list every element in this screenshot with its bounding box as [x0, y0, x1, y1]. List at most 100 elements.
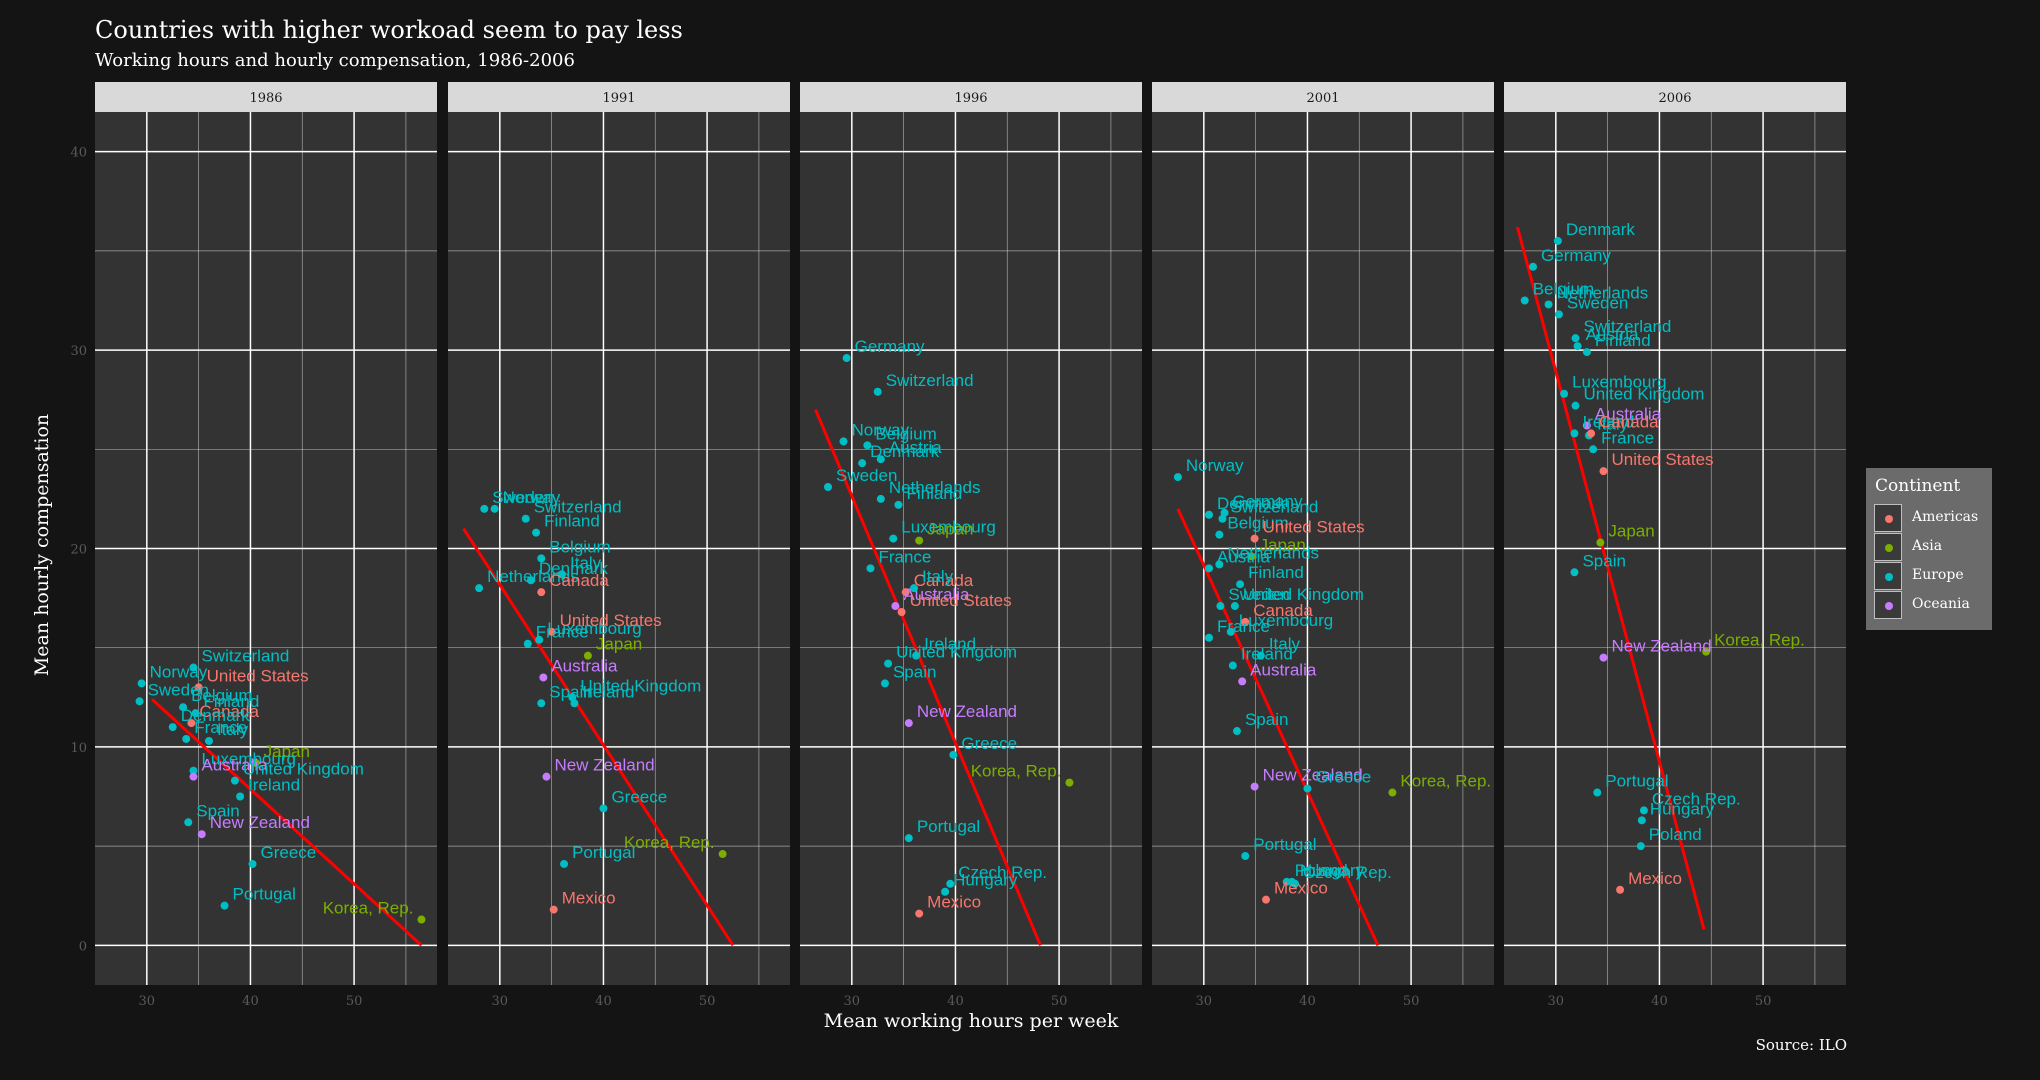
facet-strip-label: 2006	[1658, 91, 1691, 106]
data-point	[1216, 602, 1225, 611]
data-point	[560, 859, 569, 868]
country-label: Switzerland	[201, 647, 289, 666]
trend-line	[814, 409, 1042, 946]
data-point	[1228, 661, 1237, 670]
country-label: Hungary	[1300, 861, 1365, 880]
country-label: France	[194, 718, 247, 737]
country-label: Denmark	[870, 442, 939, 461]
country-label: Australia	[1250, 660, 1317, 679]
data-point	[915, 536, 924, 545]
country-label: Australia	[201, 756, 268, 775]
country-label: Luxembourg	[1239, 611, 1334, 630]
data-point	[1571, 334, 1580, 343]
data-point	[823, 482, 832, 491]
country-label: Canada	[914, 571, 974, 590]
data-point	[889, 534, 898, 543]
country-label: United States	[560, 611, 662, 630]
country-label: Norway	[852, 420, 910, 439]
x-tick-label: 40	[242, 994, 259, 1009]
country-label: United Kingdom	[1243, 585, 1364, 604]
facet-strip-label: 2001	[1306, 91, 1339, 106]
source-caption: Source: ILO	[1755, 1036, 1847, 1054]
country-label: Netherlands	[1557, 283, 1649, 302]
legend-item-europe: Europe	[1874, 562, 1992, 590]
facet-panel-1996: 1996 30 40 50 Germany Switzerland NorwayBelgiu…	[800, 82, 1142, 1009]
country-label: Denmark	[539, 559, 608, 578]
country-label: Luxembourg	[547, 619, 642, 638]
legend-dot-icon	[1885, 544, 1893, 552]
data-point	[891, 602, 900, 611]
country-label: France	[1217, 617, 1270, 636]
data-point	[135, 697, 144, 706]
country-label: United Kingdom	[1584, 385, 1705, 404]
country-label: Japan	[264, 742, 310, 761]
country-label: France	[878, 547, 931, 566]
data-point	[1291, 879, 1300, 888]
data-point	[1241, 617, 1250, 626]
country-label: France	[1601, 428, 1654, 447]
data-point	[1582, 421, 1591, 430]
country-label: Germany	[855, 337, 925, 356]
country-label: United States	[1263, 518, 1365, 537]
data-point	[1205, 510, 1213, 519]
country-label: Australia	[1595, 404, 1662, 423]
country-label: Luxembourg	[201, 750, 296, 769]
legend-dot-icon	[1885, 573, 1893, 581]
country-label: Finland	[906, 484, 962, 503]
country-label: Finland	[204, 692, 260, 711]
legend-label: Asia	[1912, 538, 1943, 554]
data-point	[1226, 627, 1235, 636]
data-point	[1553, 236, 1562, 245]
country-label: Portugal	[1605, 772, 1668, 791]
country-label: Italy	[570, 553, 602, 572]
data-point	[1218, 514, 1227, 523]
country-label: Sweden	[492, 488, 553, 507]
data-point	[417, 915, 426, 924]
data-point	[884, 659, 893, 668]
country-label: Austria	[889, 438, 942, 457]
country-label: Switzerland	[886, 371, 974, 390]
data-point	[1241, 852, 1250, 861]
country-label: Korea, Rep.	[1714, 631, 1805, 650]
data-point	[521, 514, 530, 523]
legend-key	[1874, 591, 1902, 619]
data-point	[876, 455, 885, 464]
facet-strip	[1152, 82, 1494, 112]
country-label: United Kingdom	[243, 760, 364, 779]
data-point	[1596, 538, 1605, 547]
data-point	[1639, 806, 1648, 815]
country-label: Belgium	[191, 686, 252, 705]
legend-dot-icon	[1885, 602, 1893, 610]
country-label: Switzerland	[1230, 498, 1318, 517]
data-point	[1232, 727, 1241, 736]
data-point	[480, 504, 489, 513]
facet-strip	[448, 82, 790, 112]
country-label: Italy	[217, 720, 249, 739]
data-point	[1250, 782, 1259, 791]
data-point	[1236, 580, 1245, 589]
data-point	[1215, 530, 1224, 539]
country-label: Netherlands	[889, 478, 981, 497]
country-label: Switzerland	[534, 498, 622, 517]
country-label: Ireland	[1241, 645, 1293, 664]
data-point	[901, 588, 910, 597]
y-tick-label: 0	[79, 939, 87, 954]
data-point	[904, 834, 913, 843]
data-point	[1599, 653, 1608, 662]
facet-strip-label: 1986	[249, 91, 282, 106]
data-point	[1247, 552, 1256, 561]
country-label: Spain	[1245, 710, 1288, 729]
country-label: Denmark	[1217, 494, 1286, 513]
country-label: Korea, Rep.	[624, 833, 715, 852]
data-point	[236, 792, 245, 801]
data-point	[532, 528, 541, 537]
x-tick-label: 50	[346, 994, 363, 1009]
data-point	[537, 588, 546, 597]
data-point	[1702, 647, 1711, 656]
country-label: Belgium	[1533, 279, 1594, 298]
data-point	[1637, 816, 1646, 825]
country-label: United Kingdom	[896, 643, 1017, 662]
country-label: Ireland	[924, 635, 976, 654]
data-point	[539, 673, 548, 682]
